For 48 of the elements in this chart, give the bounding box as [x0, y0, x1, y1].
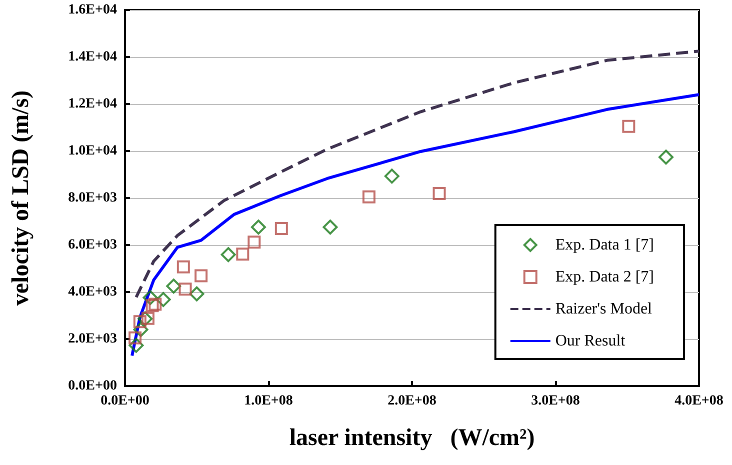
point [432, 187, 446, 200]
x-tick-label: 3.0E+08 [531, 394, 580, 408]
point [220, 247, 236, 262]
point [236, 248, 250, 261]
y-tick-label: 1.4E+04 [68, 50, 117, 64]
y-tick-label: 1.2E+04 [68, 96, 117, 112]
point [148, 298, 162, 311]
y-tick-label: 0.0E+00 [68, 378, 117, 394]
x-tick-label: 2.0E+08 [388, 394, 436, 408]
x-tick-label: 0.0E+00 [100, 394, 150, 408]
point [178, 282, 192, 296]
point [166, 278, 182, 294]
point [156, 292, 171, 308]
point [248, 236, 261, 249]
point [384, 168, 400, 184]
point [622, 120, 636, 133]
point [128, 338, 144, 353]
line-series [130, 93, 700, 358]
y-axis-title: velocity of LSD (m/s) [8, 90, 34, 306]
point [138, 311, 153, 326]
point [362, 190, 376, 204]
x-tick-label: 1.0E+08 [244, 394, 293, 408]
y-tick-label: 1.6E+04 [68, 2, 117, 18]
point [141, 312, 154, 325]
y-tick-label: 8.0E+03 [68, 190, 117, 206]
y-tick-label: 4.0E+03 [68, 284, 117, 300]
legend-label: Our Result [555, 332, 626, 350]
y-tick-label: 1.0E+04 [68, 144, 117, 158]
point [133, 322, 148, 338]
point [194, 269, 208, 282]
x-tick-label: 4.0E+08 [674, 394, 724, 408]
legend-label: Exp. Data 2 [7] [555, 268, 654, 286]
point [133, 315, 146, 328]
point [142, 290, 158, 306]
point [128, 331, 142, 344]
point [658, 150, 674, 165]
point [176, 260, 190, 274]
point [250, 220, 266, 235]
point [274, 222, 288, 236]
point [146, 299, 159, 312]
legend-label: Exp. Data 1 [7] [555, 236, 654, 254]
point [189, 286, 204, 302]
legend-label: Raizer's Model [555, 300, 653, 318]
y-tick-label: 6.0E+03 [68, 238, 117, 252]
point [322, 220, 338, 235]
line-series [134, 50, 700, 299]
y-tick-label: 2.0E+03 [68, 332, 117, 346]
x-axis-title: laser intensity (W/cm²) [289, 425, 535, 451]
